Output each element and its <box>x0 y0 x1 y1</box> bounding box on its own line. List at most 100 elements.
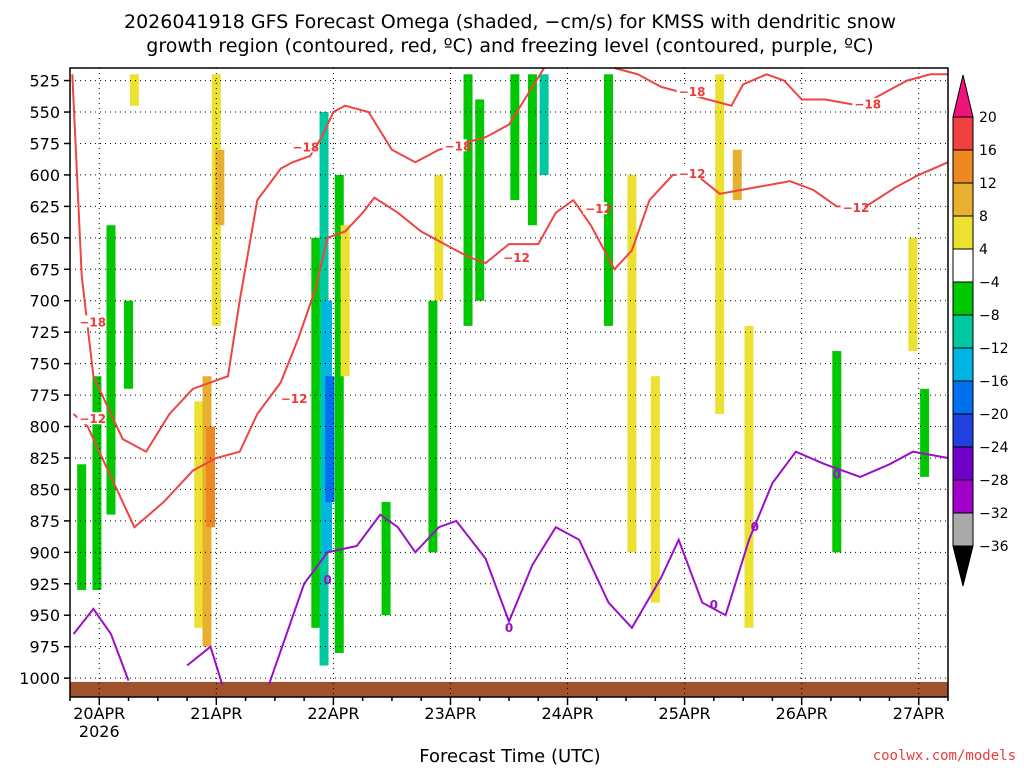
y-tick-label-14: 875 <box>29 512 60 531</box>
x-axis-label: Forecast Time (UTC) <box>419 746 600 767</box>
colorbar-label-8: −16 <box>979 374 1009 390</box>
colorbar-swatch-6 <box>952 281 974 316</box>
omega-cell-27 <box>715 74 725 414</box>
y-tick-label-6: 675 <box>29 260 60 279</box>
colorbar: 20 16 12 8 4 −4 −8 −12 −16 −20 −24 −28 −32 −36 <box>952 74 1009 587</box>
omega-cell-7 <box>205 426 215 528</box>
freezing-label-4: 0 <box>833 467 841 481</box>
chart-title-line1: 2026041918 GFS Forecast Omega (shaded, −… <box>124 11 896 33</box>
y-tick-label-13: 850 <box>29 480 60 499</box>
x-tick-label-4: 24APR <box>541 704 593 723</box>
dgz-label-9: −18 <box>679 85 706 99</box>
y-tick-label-1: 550 <box>29 103 60 122</box>
dgz-label-6: −12 <box>585 202 612 216</box>
dgz-label-0: −18 <box>292 141 319 155</box>
omega-cell-30 <box>832 351 842 553</box>
dgz-label-bg-10 <box>852 97 877 110</box>
freezing-label-2: 0 <box>710 598 718 612</box>
omega-cell-22 <box>527 74 537 226</box>
colorbar-label-6: −8 <box>979 308 1000 324</box>
y-tick-label-2: 575 <box>29 134 60 153</box>
omega-cell-5 <box>194 401 204 628</box>
plot-area: −18 −18 −18 −12 −12 −12 −12 −12 −12 −18 −18 0 0 0 0 0 52… <box>19 67 949 741</box>
dgz-label-7: −12 <box>679 167 706 181</box>
omega-cell-1 <box>92 376 102 591</box>
x-tick-label-3: 23APR <box>424 704 476 723</box>
y-tick-label-8: 725 <box>29 323 60 342</box>
chart-title-line2: growth region (contoured, red, ºC) and f… <box>146 35 873 57</box>
colorbar-label-3: 8 <box>979 209 988 225</box>
x-tick-label-6: 26APR <box>776 704 828 723</box>
dgz-label-bg-5 <box>501 251 526 264</box>
colorbar-swatch-8 <box>952 347 974 382</box>
colorbar-label-12: −32 <box>979 506 1009 522</box>
y-tick-label-18: 975 <box>29 638 60 657</box>
y-tick-label-19: 1000 <box>19 669 60 688</box>
omega-cell-10 <box>311 237 321 628</box>
y-tick-label-9: 750 <box>29 355 60 374</box>
colorbar-swatch-4 <box>952 215 974 250</box>
colorbar-swatch-11 <box>952 446 974 481</box>
omega-cell-16 <box>381 502 391 616</box>
omega-cell-25 <box>627 174 637 553</box>
dgz-label-bg-4 <box>278 392 303 405</box>
omega-cell-31 <box>920 388 930 477</box>
omega-cell-2 <box>106 225 116 515</box>
dgz-label-4: −12 <box>281 392 308 406</box>
colorbar-label-9: −20 <box>979 407 1009 423</box>
colorbar-label-1: 16 <box>979 143 997 159</box>
colorbar-bottom-arrow <box>952 545 974 587</box>
colorbar-top-arrow <box>952 74 974 118</box>
freezing-level-contour-1 <box>186 644 224 685</box>
y-tick-label-0: 525 <box>29 72 60 91</box>
colorbar-swatch-13 <box>952 512 974 547</box>
dgz-label-bg-1 <box>442 139 467 152</box>
dgz-contour-0 <box>71 67 545 454</box>
colorbar-label-13: −36 <box>979 539 1009 555</box>
colorbar-swatch-5 <box>952 248 974 283</box>
dgz-label-2: −18 <box>79 315 106 329</box>
colorbar-label-0: 20 <box>979 110 997 126</box>
dgz-label-bg-8 <box>840 200 865 213</box>
colorbar-swatch-7 <box>952 314 974 349</box>
y-tick-label-17: 950 <box>29 606 60 625</box>
x-tick-label-1: 21APR <box>190 704 242 723</box>
colorbar-label-7: −12 <box>979 341 1009 357</box>
dgz-label-bg-2 <box>77 315 102 328</box>
dgz-contour-1 <box>72 161 949 529</box>
omega-cell-14 <box>334 174 344 653</box>
freezing-label-3: 0 <box>751 520 759 534</box>
omega-cell-29 <box>744 325 754 628</box>
omega-cell-4 <box>129 74 139 106</box>
omega-cell-20 <box>475 99 485 301</box>
colorbar-swatch-10 <box>952 413 974 448</box>
y-tick-label-10: 775 <box>29 386 60 405</box>
colorbar-label-4: 4 <box>979 242 988 258</box>
y-tick-label-3: 600 <box>29 166 60 185</box>
colorbar-swatch-3 <box>952 182 974 217</box>
omega-cell-13 <box>325 376 335 503</box>
colorbar-swatch-1 <box>952 116 974 151</box>
y-tick-label-7: 700 <box>29 292 60 311</box>
omega-cell-32 <box>908 237 918 352</box>
dgz-label-bg-7 <box>676 166 701 179</box>
y-tick-label-15: 900 <box>29 543 60 562</box>
colorbar-label-10: −24 <box>979 440 1009 456</box>
freezing-label-0: 0 <box>323 573 331 587</box>
y-tick-label-11: 800 <box>29 418 60 437</box>
colorbar-swatch-12 <box>952 479 974 514</box>
colorbar-swatch-9 <box>952 380 974 415</box>
colorbar-label-11: −28 <box>979 473 1009 489</box>
dgz-label-1: −18 <box>445 139 472 153</box>
dgz-label-bg-0 <box>290 140 315 153</box>
dgz-contour-2 <box>614 67 948 107</box>
x-tick-label-2: 22APR <box>307 704 359 723</box>
x-tick-label-0: 20APR <box>73 704 125 723</box>
omega-cell-17 <box>428 300 438 553</box>
x-tick-label-7: 27APR <box>893 704 945 723</box>
omega-cell-23 <box>539 74 549 175</box>
colorbar-swatch-2 <box>952 149 974 184</box>
omega-cell-3 <box>124 300 134 389</box>
colorbar-label-5: −4 <box>979 275 1000 291</box>
